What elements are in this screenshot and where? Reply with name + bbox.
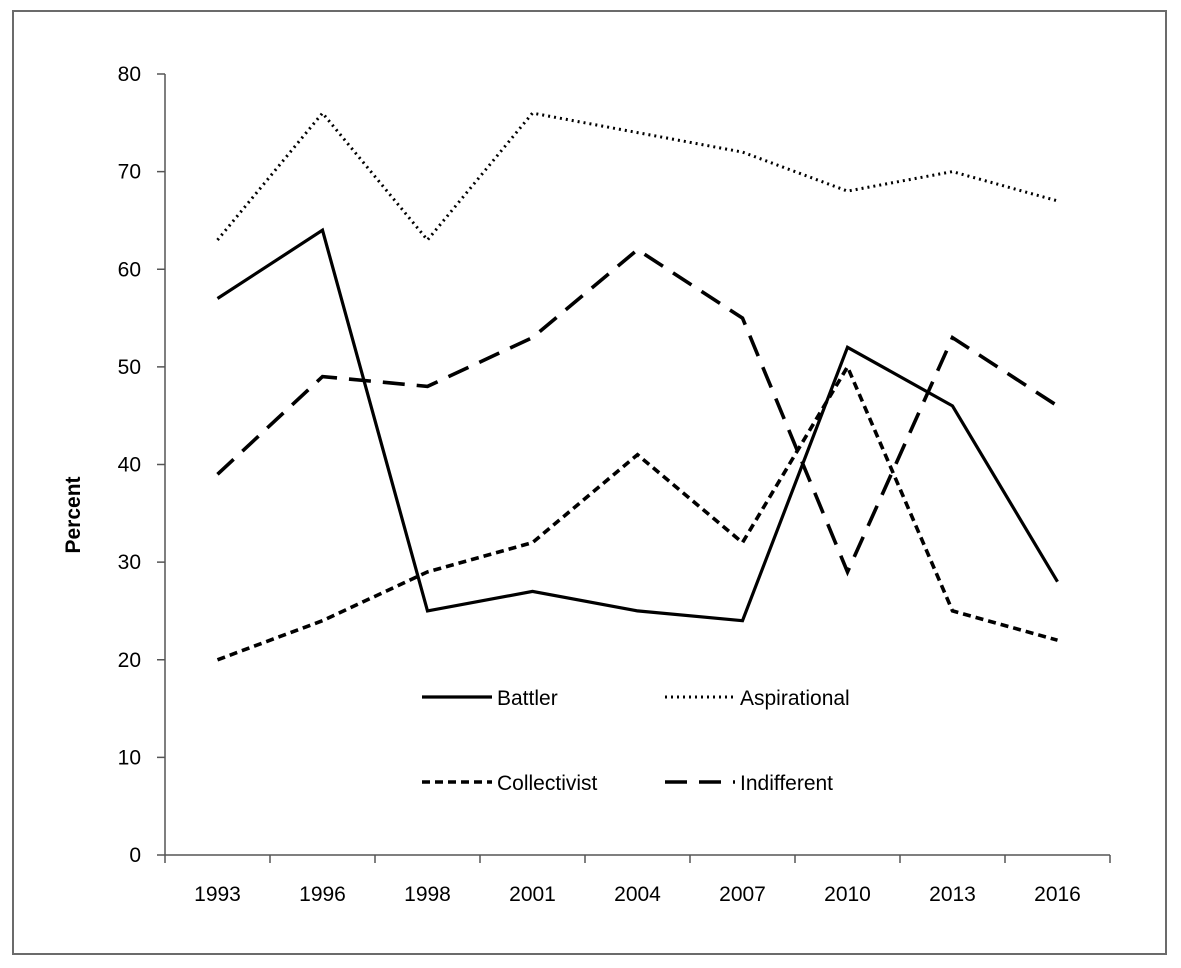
x-tick-label: 2013 [929, 883, 976, 906]
series-line-battler [216, 227, 1059, 623]
y-tick-label: 70 [118, 161, 141, 184]
y-tick-label: 80 [118, 63, 141, 86]
series-layer [216, 110, 1059, 662]
x-tick-label: 2004 [614, 883, 661, 906]
x-tick-label: 2016 [1034, 883, 1081, 906]
series-line-aspirational [216, 110, 1058, 243]
y-axis-title: Percent [62, 476, 85, 553]
legend-label-indifferent: Indifferent [740, 772, 833, 795]
legend-label-collectivist: Collectivist [497, 772, 598, 795]
x-tick-label: 2010 [824, 883, 871, 906]
x-tick-label: 1993 [194, 883, 241, 906]
x-tick-label: 2007 [719, 883, 766, 906]
legend: Battler Aspirational Collectivist Indiffere… [422, 687, 850, 795]
y-tick-label: 30 [118, 551, 141, 574]
y-tick-label: 0 [129, 844, 141, 867]
x-tick-label: 1998 [404, 883, 451, 906]
x-tick-label: 2001 [509, 883, 556, 906]
y-axis: 0 10 20 30 40 50 60 70 80 [118, 63, 166, 867]
series-line-indifferent [216, 247, 1059, 577]
y-tick-label: 10 [118, 746, 141, 769]
chart-frame [12, 10, 1167, 955]
legend-label-aspirational: Aspirational [740, 687, 850, 710]
x-tick-label: 1996 [299, 883, 346, 906]
y-tick-label: 20 [118, 649, 141, 672]
y-tick-label: 50 [118, 356, 141, 379]
series-line-collectivist [216, 362, 1058, 662]
x-axis: 1993 1996 1998 2001 2004 2007 2010 2013 2016 [164, 854, 1111, 906]
legend-label-battler: Battler [497, 687, 558, 710]
y-tick-label: 40 [118, 454, 141, 477]
y-tick-label: 60 [118, 258, 141, 281]
